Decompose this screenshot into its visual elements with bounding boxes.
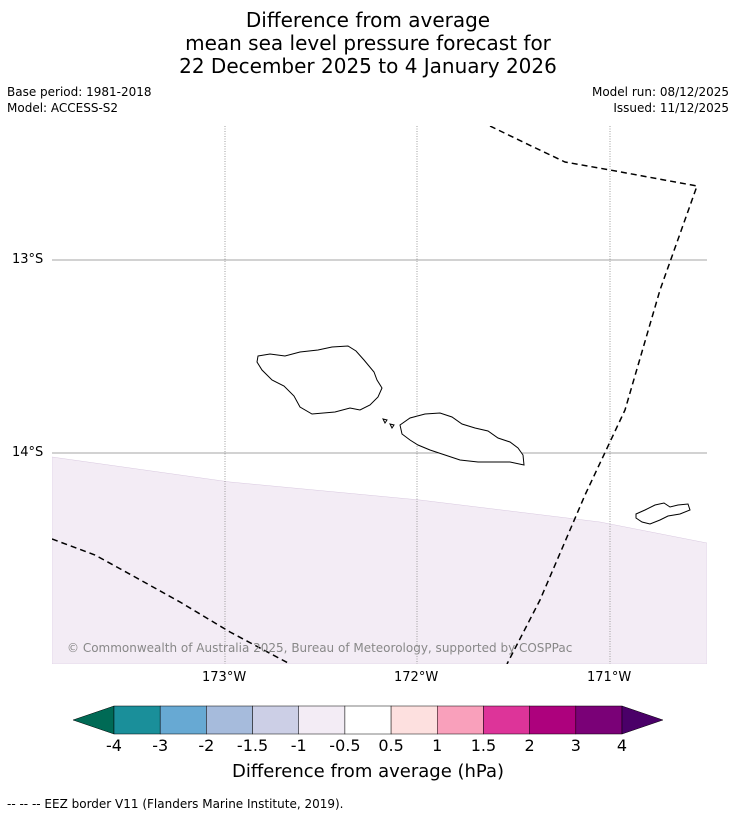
eez-border-east xyxy=(489,126,699,664)
island-tutuila xyxy=(635,502,691,525)
colorbar-cell xyxy=(344,705,392,735)
base-period-label: Base period: 1981-2018 xyxy=(7,85,152,99)
colorbar-tick-label: 1.5 xyxy=(470,736,497,755)
map-title-line-2: mean sea level pressure forecast for xyxy=(185,31,551,55)
colorbar-tick-label: -0.5 xyxy=(329,736,361,755)
colorbar-tick-label: -3 xyxy=(152,736,169,755)
model-run-label: Model run: 08/12/2025 xyxy=(591,85,729,99)
eez-border-southwest xyxy=(52,538,291,664)
lon-label-173w: 173°W xyxy=(202,670,247,685)
map-title-line-1: Difference from average xyxy=(245,8,491,32)
colorbar-cell xyxy=(575,705,623,735)
colorbar-tick-label: 2 xyxy=(524,736,535,755)
colorbar-tick-label: 1 xyxy=(432,736,443,755)
island-upolu xyxy=(399,412,525,466)
eez-footnote: -- -- -- EEZ border V11 (Flanders Marine… xyxy=(7,797,344,811)
colorbar-tick-label: 3 xyxy=(570,736,581,755)
colorbar-tick-label: -4 xyxy=(106,736,122,755)
colorbar-cell xyxy=(159,705,207,735)
colorbar-cell xyxy=(529,705,577,735)
lon-label-172w: 172°W xyxy=(394,670,439,685)
colorbar-tick-label: 4 xyxy=(616,736,628,755)
colorbar-cell xyxy=(390,705,438,735)
lon-label-171w: 171°W xyxy=(587,670,632,685)
lat-label-14s: 14°S xyxy=(12,445,44,460)
colorbar-title: Difference from average (hPa) xyxy=(231,761,505,782)
colorbar-tick-label: -1 xyxy=(290,736,307,755)
lat-label-13s: 13°S xyxy=(12,252,44,267)
island-apolima xyxy=(389,423,395,429)
colorbar-cell xyxy=(298,705,346,735)
island-savaii xyxy=(256,345,383,415)
model-label: Model: ACCESS-S2 xyxy=(7,101,119,115)
colorbar-tick-label: -2 xyxy=(198,736,215,755)
map-title-line-3: 22 December 2025 to 4 January 2026 xyxy=(179,54,557,78)
colorbar-over-triangle xyxy=(621,705,664,735)
colorbar-cell xyxy=(206,705,253,735)
graticule xyxy=(52,126,707,664)
colorbar-cell xyxy=(437,705,484,735)
colorbar-cell xyxy=(483,705,530,735)
copyright-notice: © Commonwealth of Australia 2025, Bureau… xyxy=(67,641,573,655)
colorbar-cell xyxy=(252,705,299,735)
colorbar-under-triangle xyxy=(72,705,115,735)
colorbar-cell xyxy=(113,705,161,735)
colorbar-tick-label: 0.5 xyxy=(378,736,404,755)
pressure-anomaly-region xyxy=(52,456,707,664)
colorbar xyxy=(72,705,664,735)
issued-label: Issued: 11/12/2025 xyxy=(613,101,729,115)
island-manono xyxy=(382,418,388,424)
colorbar-tick-label: -1.5 xyxy=(236,736,269,755)
